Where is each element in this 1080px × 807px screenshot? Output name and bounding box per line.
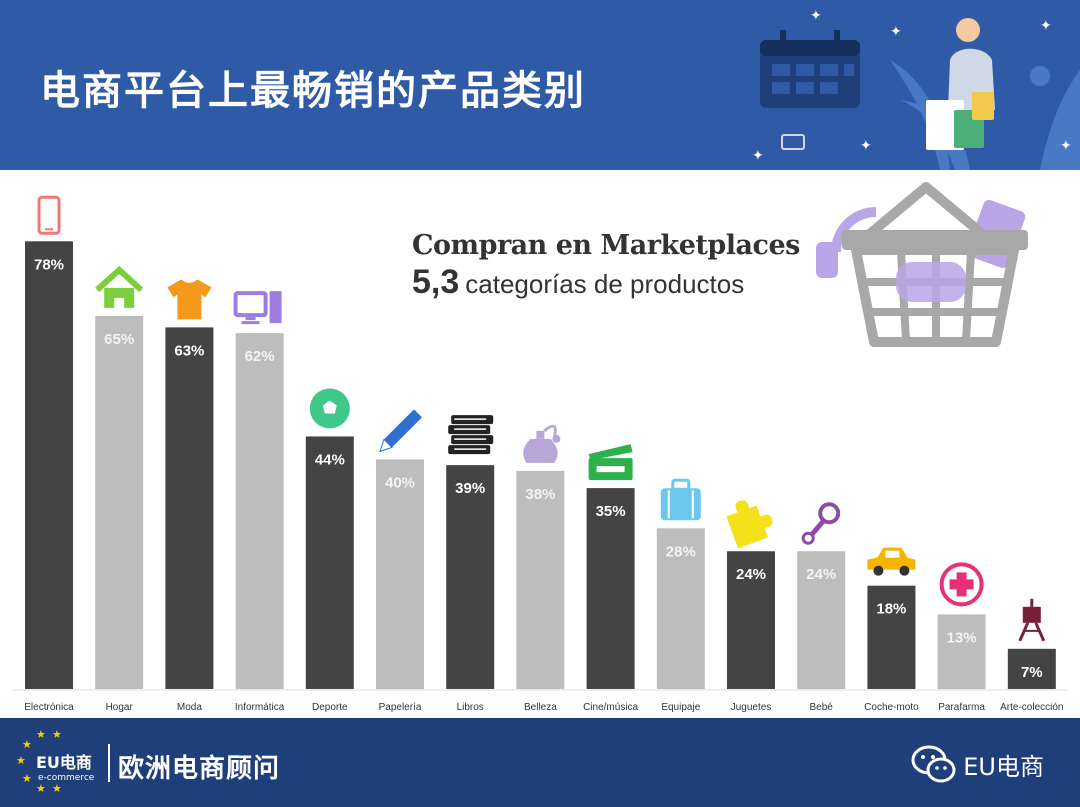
tshirt-icon — [167, 279, 212, 320]
x-tick-label: Belleza — [524, 702, 557, 713]
x-tick-label: Informática — [235, 702, 285, 713]
chart-subtitle: Compran en Marketplaces 5,3 categorías de… — [412, 230, 800, 302]
x-tick-label: Juguetes — [731, 702, 772, 713]
smartphone-icon — [37, 195, 61, 235]
bar-value-label: 63% — [174, 342, 204, 359]
svg-text:★: ★ — [36, 730, 46, 741]
bar — [937, 614, 986, 689]
footer-wechat-text: EU电商 — [963, 752, 1044, 781]
subtitle-number: 5,3 — [412, 263, 460, 301]
bar-value-label: 28% — [666, 543, 696, 560]
logo-sub-text: e-commerce — [38, 773, 95, 783]
subtitle-line1: Compran en Marketplaces — [412, 230, 800, 261]
svg-text:✦: ✦ — [1040, 18, 1052, 34]
svg-text:✦: ✦ — [752, 148, 764, 164]
bar — [867, 585, 916, 689]
svg-text:✦: ✦ — [810, 8, 822, 24]
svg-text:✦: ✦ — [860, 138, 872, 154]
shopping-basket-icon — [816, 182, 1028, 347]
bar-value-label: 40% — [385, 474, 415, 491]
x-tick-label: Parafarma — [938, 702, 985, 713]
subtitle-line2: 5,3 categorías de productos — [412, 263, 800, 302]
footer-divider — [108, 744, 110, 782]
rattle-icon — [801, 502, 841, 545]
svg-text:✦: ✦ — [890, 24, 902, 40]
perfume-icon — [523, 424, 561, 463]
bar-value-label: 44% — [315, 451, 345, 468]
x-tick-label: Arte-colección — [1000, 702, 1063, 713]
bar — [165, 327, 214, 689]
bar-value-label: 78% — [34, 256, 64, 273]
shopping-illustration-icon: ✦ ✦ ✦ ✦ ✦ ✦ — [752, 8, 1080, 170]
suitcase-icon — [660, 478, 701, 521]
bar — [305, 436, 354, 689]
x-tick-label: Electrónica — [24, 702, 74, 713]
bar — [727, 551, 775, 689]
bar-value-label: 18% — [876, 601, 906, 618]
x-tick-label: Deporte — [312, 702, 348, 713]
bar — [1007, 648, 1056, 689]
bar — [25, 241, 73, 689]
bar-value-label: 35% — [596, 503, 626, 520]
eu-ecommerce-logo-icon: ★ ★ ★ ★ ★ ★ ★ EU电商 e-commerce — [16, 730, 95, 795]
subtitle-rest: categorías de productos — [465, 269, 745, 299]
books-icon — [448, 415, 494, 455]
bar-value-label: 38% — [525, 486, 555, 503]
footer-brand-text: 欧洲电商顾问 — [118, 754, 281, 784]
logo-main-text: EU电商 — [36, 753, 92, 772]
x-tick-label: Papelería — [379, 702, 422, 713]
bar-value-label: 24% — [736, 566, 766, 583]
easel-icon — [1018, 598, 1046, 642]
svg-text:✦: ✦ — [1060, 138, 1072, 154]
bar — [656, 528, 705, 689]
bar — [516, 470, 565, 689]
svg-text:★: ★ — [52, 782, 62, 795]
bar-value-label: 39% — [455, 480, 485, 497]
svg-text:★: ★ — [52, 730, 62, 741]
bar — [376, 459, 424, 689]
clapperboard-icon — [588, 444, 633, 481]
footer-wechat: EU电商 — [911, 744, 1044, 784]
x-tick-label: Equipaje — [661, 702, 700, 713]
x-tick-label: Libros — [457, 702, 484, 713]
bar-value-label: 13% — [947, 629, 977, 646]
bar — [235, 333, 284, 689]
svg-text:★: ★ — [16, 754, 26, 767]
svg-text:★: ★ — [22, 738, 32, 751]
house-icon — [95, 265, 144, 308]
x-tick-label: Coche-moto — [864, 702, 919, 713]
footer-bar: ★ ★ ★ ★ ★ ★ ★ EU电商 e-commerce 欧洲电商顾问 EU电商 — [0, 718, 1080, 807]
x-tick-label: Cine/música — [583, 702, 638, 713]
x-tick-label: Bebé — [810, 702, 834, 713]
svg-text:★: ★ — [22, 772, 32, 785]
car-icon — [867, 547, 916, 576]
bar-value-label: 7% — [1021, 664, 1043, 681]
bar-chart: 78% Electrónica 65% Hogar 63% Moda 62% Informát… — [12, 195, 1068, 713]
puzzle-icon — [726, 500, 773, 549]
bar — [586, 488, 635, 689]
wechat-icon — [911, 745, 956, 783]
computer-icon — [233, 291, 282, 325]
first-aid-icon — [939, 562, 984, 607]
bar-value-label: 62% — [245, 348, 275, 365]
page-title: 电商平台上最畅销的产品类别 — [40, 68, 586, 114]
bar — [95, 315, 144, 689]
bar-value-label: 65% — [104, 331, 134, 348]
x-tick-label: Hogar — [106, 702, 134, 713]
pencil-icon — [379, 409, 422, 453]
bar — [797, 551, 846, 689]
x-tick-label: Moda — [177, 702, 202, 713]
bar-value-label: 24% — [806, 566, 836, 583]
bar — [446, 465, 495, 689]
header-banner: 电商平台上最畅销的产品类别 ✦ ✦ ✦ ✦ ✦ ✦ — [0, 0, 1080, 170]
svg-text:★: ★ — [36, 782, 46, 795]
soccer-ball-icon — [309, 388, 350, 429]
